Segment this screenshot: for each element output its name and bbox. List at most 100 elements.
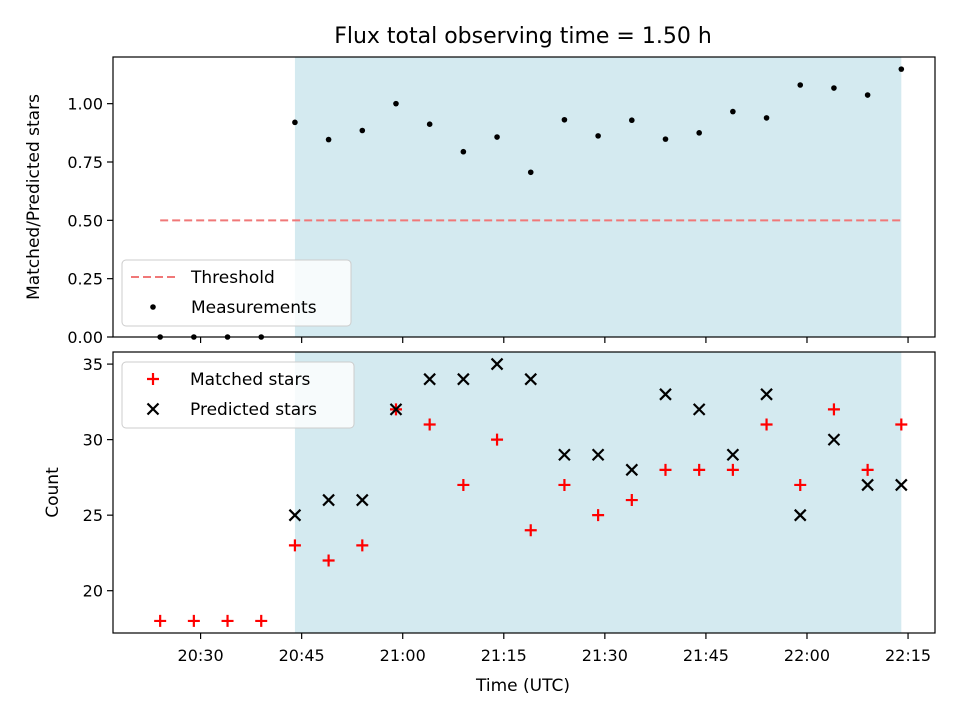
- legend-matched-label: Matched stars: [190, 370, 310, 390]
- bottom-panel-count-plot: 20 25 30 35 20:30 20:45 21:00 21:15 21:30 21:45 22…: [43, 351, 936, 665]
- bottom-shaded-span: [294, 352, 902, 633]
- measurement-point: [797, 82, 804, 88]
- measurement-point: [359, 127, 366, 134]
- predicted-star-marker: [423, 372, 436, 386]
- bottom-series-1: [154, 403, 908, 627]
- matched-star-marker: [693, 463, 706, 476]
- matched-star-marker: [659, 463, 672, 476]
- bottom-y-axis-label: Count: [43, 467, 63, 518]
- legend-measurements-swatch: [150, 304, 156, 310]
- predicted-star-marker: [356, 493, 369, 507]
- x-tick-label: 22:00: [784, 646, 830, 665]
- measurement-point: [325, 136, 332, 143]
- measurement-point: [527, 169, 534, 176]
- matched-star-marker: [558, 478, 571, 491]
- bottom-y-tick-label: 25: [83, 506, 103, 525]
- matched-star-marker: [356, 539, 369, 552]
- predicted-star-marker: [389, 403, 403, 416]
- measurement-point: [730, 108, 736, 115]
- matched-star-marker: [895, 418, 908, 431]
- bottom-series-2: [288, 357, 908, 522]
- top-shaded-span: [294, 57, 902, 337]
- predicted-star-marker: [659, 388, 672, 401]
- top-legend-box: [121, 259, 352, 327]
- predicted-star-marker: [524, 372, 538, 386]
- predicted-star-marker: [861, 478, 874, 492]
- measurement-point: [898, 66, 905, 72]
- matched-star-marker: [524, 524, 537, 537]
- predicted-star-marker: [591, 448, 605, 462]
- measurement-point: [494, 134, 500, 140]
- matched-star-marker: [221, 614, 234, 627]
- legend-predicted-swatch: [146, 402, 160, 416]
- bottom-axes-frame: [112, 351, 936, 634]
- top-panel-ratio-plot: 0.00 0.25 0.50 0.75 1.00 Matched/Predicted st…: [24, 56, 936, 347]
- measurement-point: [662, 136, 669, 142]
- predicted-star-marker: [558, 448, 571, 462]
- matched-star-marker: [861, 463, 874, 476]
- x-tick-label: 22:15: [885, 646, 931, 665]
- legend-measurements-label: Measurements: [191, 298, 317, 318]
- x-tick-label: 20:45: [279, 646, 325, 665]
- predicted-star-marker: [760, 388, 773, 401]
- matched-star-marker: [423, 418, 436, 431]
- predicted-star-marker: [726, 448, 740, 462]
- x-tick-label: 21:45: [683, 646, 729, 665]
- matched-star-marker: [827, 403, 840, 416]
- top-series-1: [157, 66, 905, 340]
- top-y-tick-label: 0.00: [67, 328, 103, 347]
- matched-star-marker: [794, 478, 807, 491]
- measurement-point: [864, 92, 871, 98]
- chart-title: Flux total observing time = 1.50 h: [334, 24, 712, 49]
- measurement-point: [393, 100, 399, 107]
- predicted-star-marker: [895, 478, 908, 492]
- matched-star-marker: [154, 614, 167, 627]
- measurement-point: [595, 133, 601, 139]
- predicted-star-marker: [322, 493, 335, 507]
- matched-star-marker: [625, 494, 638, 507]
- bottom-legend-box: [121, 361, 355, 429]
- x-tick-label: 20:30: [178, 646, 224, 665]
- predicted-star-marker: [490, 357, 504, 371]
- top-axes-frame: [112, 56, 936, 338]
- measurement-point: [696, 130, 702, 136]
- predicted-star-marker: [793, 508, 807, 522]
- measurement-point: [831, 85, 837, 91]
- legend-predicted-label: Predicted stars: [190, 400, 317, 420]
- bottom-y-tick-label: 30: [83, 431, 103, 450]
- x-tick-label: 21:15: [481, 646, 527, 665]
- top-y-tick-label: 0.50: [67, 211, 103, 230]
- matched-star-marker: [760, 418, 773, 431]
- top-y-tick-label: 0.25: [67, 270, 103, 289]
- legend-matched-swatch: [147, 373, 159, 385]
- matched-star-marker: [288, 539, 301, 552]
- matched-star-marker: [592, 509, 605, 522]
- legend-threshold-label: Threshold: [190, 268, 275, 288]
- measurement-point: [629, 117, 635, 124]
- matched-star-marker: [322, 554, 335, 567]
- top-y-axis-label: Matched/Predicted stars: [24, 94, 44, 300]
- matched-star-marker: [187, 614, 200, 627]
- matched-star-marker: [255, 614, 268, 627]
- x-tick-label: 21:30: [582, 646, 628, 665]
- matched-star-marker: [491, 433, 504, 446]
- measurement-point: [561, 116, 568, 123]
- predicted-star-marker: [827, 433, 841, 446]
- predicted-star-marker: [457, 372, 470, 386]
- top-y-tick-label: 0.75: [67, 153, 103, 172]
- top-legend: Threshold Measurements: [121, 259, 352, 327]
- bottom-y-tick-label: 35: [83, 355, 103, 374]
- bottom-legend: Matched stars Predicted stars: [121, 361, 355, 429]
- x-axis-label: Time (UTC): [475, 676, 570, 696]
- predicted-star-marker: [288, 508, 302, 522]
- matched-star-marker: [457, 478, 470, 491]
- x-tick-label: 21:00: [380, 646, 426, 665]
- bottom-y-tick-label: 20: [83, 582, 103, 601]
- predicted-star-marker: [625, 463, 639, 477]
- measurement-point: [292, 119, 298, 126]
- measurement-point: [460, 148, 467, 155]
- predicted-star-marker: [692, 403, 706, 416]
- measurement-point: [763, 115, 770, 121]
- matched-star-marker: [726, 463, 739, 476]
